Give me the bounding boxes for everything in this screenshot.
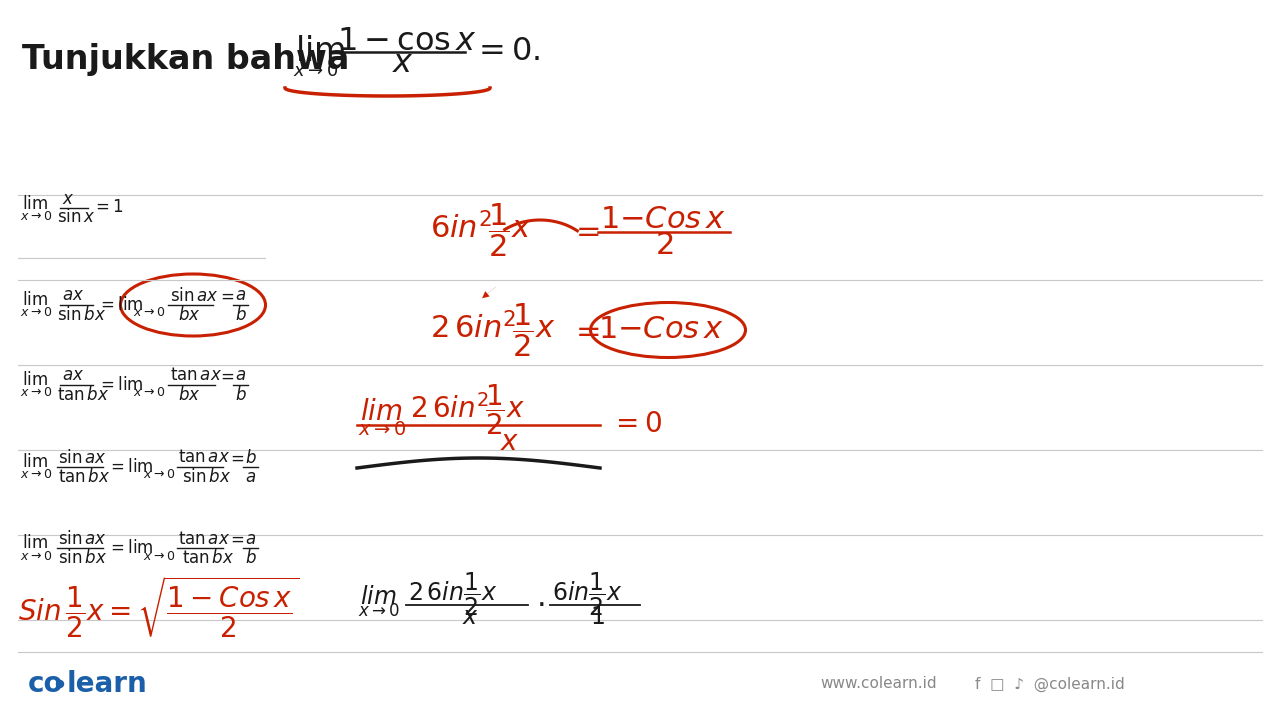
Text: $= 1$: $= 1$ [92,199,124,217]
Text: $x$: $x$ [462,606,479,629]
Text: $a$: $a$ [244,531,256,547]
Text: $=\lim$: $=\lim$ [97,376,143,394]
Text: $ax$: $ax$ [61,287,84,305]
Text: $2\,\mathit{6in}^2\!\dfrac{1}{2}x$: $2\,\mathit{6in}^2\!\dfrac{1}{2}x$ [410,382,525,437]
Text: $x{\rightarrow}0$: $x{\rightarrow}0$ [20,387,52,400]
Text: $\sin bx$: $\sin bx$ [58,549,108,567]
Text: $2\,\mathit{6in}^2\!\dfrac{1}{2}x$: $2\,\mathit{6in}^2\!\dfrac{1}{2}x$ [430,301,556,359]
Text: $\tan ax$: $\tan ax$ [178,449,230,467]
Text: $\tan bx$: $\tan bx$ [182,549,234,567]
Text: $x$: $x$ [392,48,413,78]
Text: $=\lim$: $=\lim$ [97,296,143,314]
Text: $b$: $b$ [236,386,247,404]
Text: $\tan bx$: $\tan bx$ [58,468,110,486]
Text: co: co [28,670,64,698]
Text: $2$: $2$ [655,230,673,261]
Text: $\lim$: $\lim$ [294,36,346,68]
Text: $\sin ax$: $\sin ax$ [170,287,219,305]
Text: $x{\rightarrow}0$: $x{\rightarrow}0$ [20,469,52,482]
Text: $x{\rightarrow}0$: $x{\rightarrow}0$ [143,469,175,482]
Text: $=$: $=$ [570,315,600,346]
Text: $x{\rightarrow}0$: $x{\rightarrow}0$ [20,210,52,223]
Text: $\tan ax$: $\tan ax$ [178,531,230,547]
Text: $\mathit{6in}\dfrac{1}{2}x$: $\mathit{6in}\dfrac{1}{2}x$ [552,570,623,618]
Text: $\lim$: $\lim$ [22,371,49,389]
Text: $=$: $=$ [218,287,234,305]
Text: f  □  ♪  @colearn.id: f □ ♪ @colearn.id [975,676,1125,692]
Text: Tunjukkan bahwa: Tunjukkan bahwa [22,43,349,76]
Text: $x{\rightarrow}0$: $x{\rightarrow}0$ [20,549,52,562]
Text: $x{\rightarrow}0$: $x{\rightarrow}0$ [20,307,52,320]
Text: $=$: $=$ [227,449,244,467]
Text: $\sin x$: $\sin x$ [58,208,96,226]
Circle shape [56,680,64,688]
Text: $1$: $1$ [590,606,604,629]
Text: $=\lim$: $=\lim$ [108,458,154,476]
Text: $1{-}\mathit{Cos}\,x$: $1{-}\mathit{Cos}\,x$ [598,315,724,346]
Text: $a$: $a$ [236,287,246,305]
Text: $bx$: $bx$ [178,306,201,324]
Text: $\tan bx$: $\tan bx$ [58,386,110,404]
Text: $b$: $b$ [236,306,247,324]
Text: $x{\rightarrow}0$: $x{\rightarrow}0$ [133,307,165,320]
Text: $x$: $x$ [500,428,520,456]
Text: $b$: $b$ [244,549,257,567]
Text: $\sin bx$: $\sin bx$ [58,306,106,324]
Text: $\mathit{lim}$: $\mathit{lim}$ [360,585,397,608]
Text: $1{-}\mathit{Cos}\,x$: $1{-}\mathit{Cos}\,x$ [600,204,726,235]
Text: $= 0$: $= 0$ [611,412,662,438]
Text: $\sin ax$: $\sin ax$ [58,449,106,467]
Text: $x{\rightarrow}0$: $x{\rightarrow}0$ [133,387,165,400]
Text: $\sin bx$: $\sin bx$ [182,468,232,486]
Text: $x{\rightarrow}0$: $x{\rightarrow}0$ [293,62,338,80]
Text: $bx$: $bx$ [178,386,201,404]
Text: $a$: $a$ [244,469,256,485]
Text: $=\lim$: $=\lim$ [108,539,154,557]
Text: $\lim$: $\lim$ [22,291,49,309]
Text: $2\,\mathit{6in}\dfrac{1}{2}x$: $2\,\mathit{6in}\dfrac{1}{2}x$ [408,570,498,618]
Text: $\mathit{Sin}\,\dfrac{1}{2}x = \sqrt{\dfrac{1-\mathit{Cos}\,x}{2}}$: $\mathit{Sin}\,\dfrac{1}{2}x = \sqrt{\df… [18,574,300,640]
Text: $a$: $a$ [236,367,246,384]
Text: $=$: $=$ [570,215,600,246]
Text: $\tan ax$: $\tan ax$ [170,367,223,384]
Text: $\lim$: $\lim$ [22,195,49,213]
Text: $x{\to}0$: $x{\to}0$ [358,421,407,439]
Text: $\lim$: $\lim$ [22,453,49,471]
Text: $ax$: $ax$ [61,367,84,384]
Text: $=$: $=$ [218,367,234,384]
Text: $1-\cos x$: $1-\cos x$ [337,27,477,58]
Text: $= 0.$: $= 0.$ [472,37,540,68]
Text: $\lim$: $\lim$ [22,534,49,552]
Text: $\sin ax$: $\sin ax$ [58,530,106,548]
Text: $x$: $x$ [61,192,74,209]
Text: $\mathit{6in}^2\!\dfrac{1}{2}x$: $\mathit{6in}^2\!\dfrac{1}{2}x$ [430,201,531,258]
Text: $\mathit{lim}$: $\mathit{lim}$ [360,398,403,426]
Text: www.colearn.id: www.colearn.id [820,677,937,691]
Text: $=$: $=$ [227,531,244,547]
Text: $b$: $b$ [244,449,257,467]
Text: learn: learn [67,670,147,698]
Text: $\cdot$: $\cdot$ [536,590,544,621]
Text: $x{\rightarrow}0$: $x{\rightarrow}0$ [143,549,175,562]
Text: $x{\to}0$: $x{\to}0$ [358,603,401,619]
